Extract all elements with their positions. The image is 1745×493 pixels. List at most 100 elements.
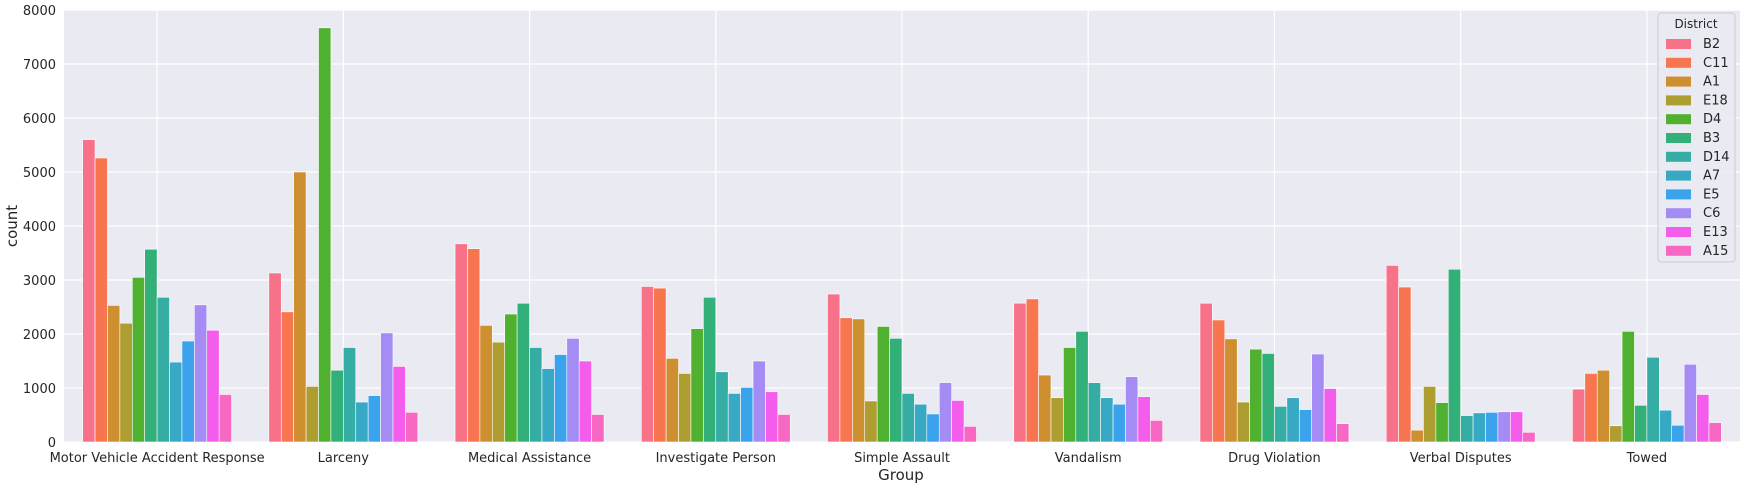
bar-e13 bbox=[1137, 396, 1151, 443]
bar-b2 bbox=[1199, 302, 1213, 443]
bar-d4 bbox=[504, 313, 518, 443]
bar-b2 bbox=[1385, 265, 1399, 443]
legend-label: D14 bbox=[1703, 150, 1730, 165]
bar-d14 bbox=[1460, 415, 1474, 443]
bar-a7 bbox=[1286, 397, 1300, 443]
legend-swatch bbox=[1666, 114, 1691, 125]
bar-d14 bbox=[1087, 382, 1101, 443]
bar-b2 bbox=[268, 272, 282, 443]
x-axis-label: Group bbox=[878, 466, 924, 484]
legend-swatch bbox=[1666, 170, 1691, 181]
bar-b3 bbox=[1261, 353, 1275, 443]
bar-e18 bbox=[119, 322, 133, 443]
bar-a15 bbox=[218, 394, 232, 443]
bar-a1 bbox=[1410, 429, 1424, 443]
x-tick-label: Investigate Person bbox=[656, 451, 776, 466]
x-tick-label: Verbal Disputes bbox=[1410, 451, 1512, 466]
bar-a7 bbox=[1472, 412, 1486, 443]
bar-e5 bbox=[1671, 424, 1685, 443]
legend-swatch bbox=[1666, 208, 1691, 219]
bar-a15 bbox=[1522, 431, 1536, 443]
bar-a1 bbox=[1596, 369, 1610, 443]
legend-label: B2 bbox=[1703, 37, 1720, 52]
bar-d4 bbox=[1249, 348, 1263, 443]
bar-e18 bbox=[305, 386, 319, 443]
y-tick-label: 7000 bbox=[23, 58, 56, 73]
legend-swatch bbox=[1666, 245, 1691, 256]
bar-b2 bbox=[454, 243, 468, 443]
x-tick-label: Vandalism bbox=[1055, 451, 1122, 466]
legend-items: B2 C11 A1 E18 D4 B3 D14 A7 E5 C6 E13 A15 bbox=[1666, 37, 1730, 259]
bar-d14 bbox=[901, 393, 915, 443]
legend-swatch bbox=[1666, 227, 1691, 237]
legend-swatch bbox=[1666, 95, 1691, 106]
x-ticks: Motor Vehicle Accident Response Larceny Me… bbox=[50, 451, 1668, 466]
bar-d14 bbox=[1274, 406, 1288, 443]
legend-label: A1 bbox=[1703, 75, 1720, 90]
bar-a7 bbox=[541, 368, 555, 443]
bar-a15 bbox=[777, 414, 791, 443]
y-tick-label: 1000 bbox=[23, 382, 56, 397]
bar-a15 bbox=[1149, 420, 1164, 443]
bar-a7 bbox=[727, 393, 741, 443]
bar-a7 bbox=[914, 403, 928, 443]
bar-d4 bbox=[1063, 347, 1077, 443]
legend-label: B3 bbox=[1703, 131, 1720, 146]
bars bbox=[82, 27, 1722, 443]
bar-a1 bbox=[107, 305, 121, 443]
legend-label: E18 bbox=[1703, 93, 1728, 108]
bar-e13 bbox=[1510, 411, 1524, 443]
bar-a15 bbox=[405, 411, 419, 443]
legend-label: D4 bbox=[1703, 112, 1721, 127]
bar-b3 bbox=[1634, 404, 1648, 443]
bar-c11 bbox=[1025, 298, 1039, 443]
bar-a7 bbox=[355, 401, 369, 443]
bar-a7 bbox=[1659, 409, 1673, 443]
x-tick-label: Simple Assault bbox=[854, 451, 950, 466]
bar-a1 bbox=[1038, 374, 1052, 443]
y-tick-label: 3000 bbox=[23, 274, 56, 289]
bar-e13 bbox=[578, 360, 592, 443]
bar-e13 bbox=[951, 400, 965, 443]
bar-c6 bbox=[1683, 363, 1697, 443]
bar-e5 bbox=[181, 340, 195, 443]
bar-e18 bbox=[678, 373, 692, 443]
bar-c6 bbox=[194, 304, 208, 443]
bar-a15 bbox=[1708, 422, 1722, 443]
bar-c11 bbox=[94, 157, 108, 443]
bar-d4 bbox=[690, 328, 704, 443]
bar-a1 bbox=[293, 171, 307, 443]
bar-e5 bbox=[1485, 411, 1499, 443]
legend-label: A7 bbox=[1703, 169, 1720, 184]
x-tick-label: Drug Violation bbox=[1228, 451, 1321, 466]
bar-d4 bbox=[1621, 330, 1635, 443]
bar-c6 bbox=[752, 360, 766, 443]
x-tick-label: Medical Assistance bbox=[468, 451, 591, 466]
bar-e5 bbox=[926, 413, 940, 443]
y-tick-label: 4000 bbox=[23, 220, 56, 235]
legend-swatch bbox=[1666, 189, 1691, 200]
bar-d14 bbox=[343, 347, 357, 443]
y-tick-label: 8000 bbox=[23, 4, 56, 19]
legend-swatch bbox=[1666, 151, 1691, 162]
bar-b3 bbox=[1447, 268, 1461, 443]
bar-a15 bbox=[1336, 423, 1350, 443]
bar-e5 bbox=[740, 387, 754, 443]
legend-swatch bbox=[1666, 39, 1691, 49]
bar-d4 bbox=[1435, 402, 1449, 443]
bar-d14 bbox=[715, 371, 729, 443]
bar-e18 bbox=[1609, 425, 1623, 443]
bar-e18 bbox=[1050, 397, 1064, 443]
bar-a7 bbox=[1100, 397, 1114, 443]
bar-c6 bbox=[380, 332, 394, 443]
bar-d14 bbox=[529, 347, 543, 443]
bar-d4 bbox=[876, 326, 890, 443]
legend-swatch bbox=[1666, 57, 1691, 68]
bar-c6 bbox=[566, 338, 580, 443]
bar-b2 bbox=[640, 286, 655, 443]
y-tick-label: 2000 bbox=[23, 328, 56, 343]
legend: District B2 C11 A1 E18 D4 B3 D14 A7 E5 C6 E13 A15 bbox=[1657, 12, 1736, 263]
bar-c6 bbox=[1125, 376, 1139, 443]
legend-label: A15 bbox=[1703, 244, 1728, 259]
x-tick-label: Towed bbox=[1626, 451, 1668, 466]
